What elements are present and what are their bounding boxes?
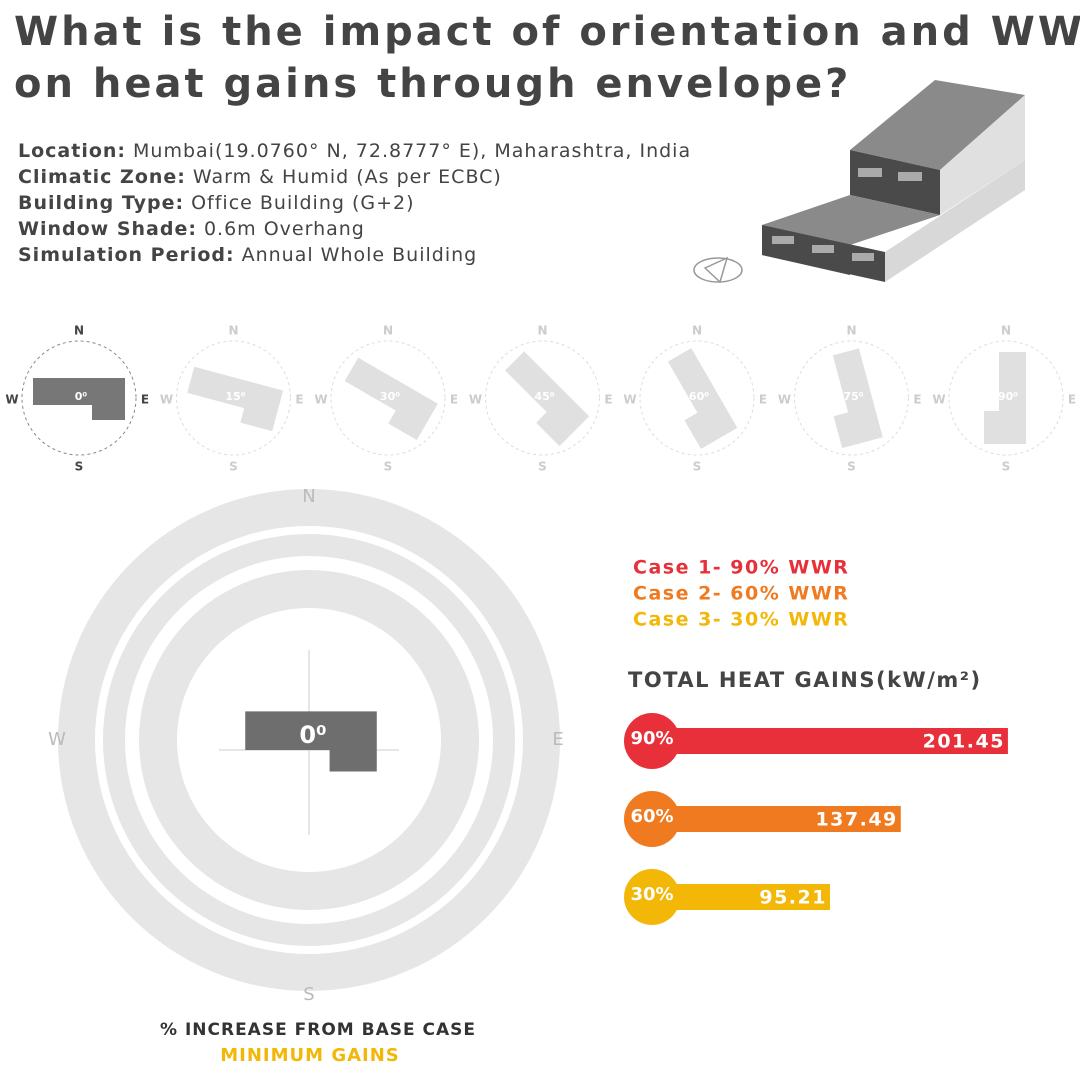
building-footprint [505,351,590,447]
direction-w: W [314,393,327,407]
value-label: 201.45 [923,731,1005,753]
orientation-ring [794,340,909,456]
direction-n: N [228,324,238,338]
info-line: Window Shade: 0.6m Overhang [18,218,365,240]
bar [640,806,901,832]
direction-s: S [384,460,393,474]
orientation-label: 15⁰ [225,390,245,403]
direction-w: W [623,393,636,407]
orientation-ring [485,340,600,456]
orientation-label: 0⁰ [75,390,88,403]
title-line: on heat gains through envelope? [14,61,851,107]
direction-s: S [75,460,84,474]
building-footprint [187,366,284,432]
info-value: Annual Whole Building [242,244,478,266]
chart-title: TOTAL HEAT GAINS(kW/m²) [628,668,982,692]
orientation-label: 75⁰ [843,390,863,403]
building-footprint [33,378,125,420]
direction-w: W [160,393,173,407]
direction-s: S [303,984,314,1005]
legend-entry: Case 2- 60% WWR [633,583,849,605]
direction-e: E [450,393,458,407]
info-label: Climatic Zone: [18,166,186,188]
direction-n: N [74,324,84,338]
orientation-label: 0⁰ [299,721,326,749]
direction-e: E [552,729,563,750]
info-label: Simulation Period: [18,244,235,266]
category-label: 60% [630,806,673,827]
direction-n: N [383,324,393,338]
direction-s: S [229,460,238,474]
info-line: Building Type: Office Building (G+2) [18,192,415,214]
info-value: 0.6m Overhang [204,218,365,240]
direction-n: N [692,324,702,338]
building-footprint [344,357,438,441]
direction-w: W [932,393,945,407]
orientation-label: 45⁰ [534,390,554,403]
direction-w: W [5,393,18,407]
direction-e: E [141,393,149,407]
direction-w: W [48,729,66,750]
legend-entry: Case 1- 90% WWR [633,557,849,579]
building-illustration [693,80,1025,284]
direction-s: S [538,460,547,474]
direction-s: S [693,460,702,474]
bar-cap [624,713,680,769]
direction-e: E [759,393,767,407]
direction-n: N [302,486,315,507]
orientation-ring [948,340,1064,456]
direction-w: W [778,393,791,407]
bar [640,728,1008,754]
info-label: Location: [18,140,126,162]
footer-highlight: MINIMUM GAINS [220,1045,400,1066]
building-footprint [984,352,1026,444]
category-label: 30% [630,884,673,905]
legend-entry: Case 3- 30% WWR [633,609,849,631]
orientation-ring [21,340,137,456]
title-line: What is the impact of orientation and WW… [14,9,1080,55]
orientation-ring [639,340,755,456]
info-line: Simulation Period: Annual Whole Building [18,244,477,266]
bar-cap [624,791,680,847]
info-value: Mumbai(19.0760° N, 72.8777° E), Maharash… [133,140,691,162]
orientation-ring [176,340,291,456]
direction-e: E [913,393,921,407]
info-label: Building Type: [18,192,184,214]
building-footprint [667,348,738,449]
value-label: 95.21 [759,887,827,909]
direction-n: N [1001,324,1011,338]
direction-e: E [1068,393,1076,407]
orientation-label: 90⁰ [998,390,1018,403]
value-label: 137.49 [815,809,897,831]
direction-e: E [604,393,612,407]
info-value: Office Building (G+2) [191,192,414,214]
direction-s: S [847,460,856,474]
orientation-ring [330,340,446,456]
info-line: Climatic Zone: Warm & Humid (As per ECBC) [18,166,502,188]
info-value: Warm & Humid (As per ECBC) [193,166,502,188]
building-footprint [245,711,377,772]
direction-w: W [469,393,482,407]
orientation-label: 60⁰ [689,390,709,403]
info-label: Window Shade: [18,218,197,240]
footer-note: % INCREASE FROM BASE CASE [160,1020,476,1040]
direction-s: S [1002,460,1011,474]
direction-n: N [846,324,856,338]
bar-cap [624,869,680,925]
info-line: Location: Mumbai(19.0760° N, 72.8777° E),… [18,140,691,162]
direction-n: N [537,324,547,338]
building-footprint [832,348,883,449]
orientation-label: 30⁰ [380,390,400,403]
direction-e: E [295,393,303,407]
category-label: 90% [630,728,673,749]
